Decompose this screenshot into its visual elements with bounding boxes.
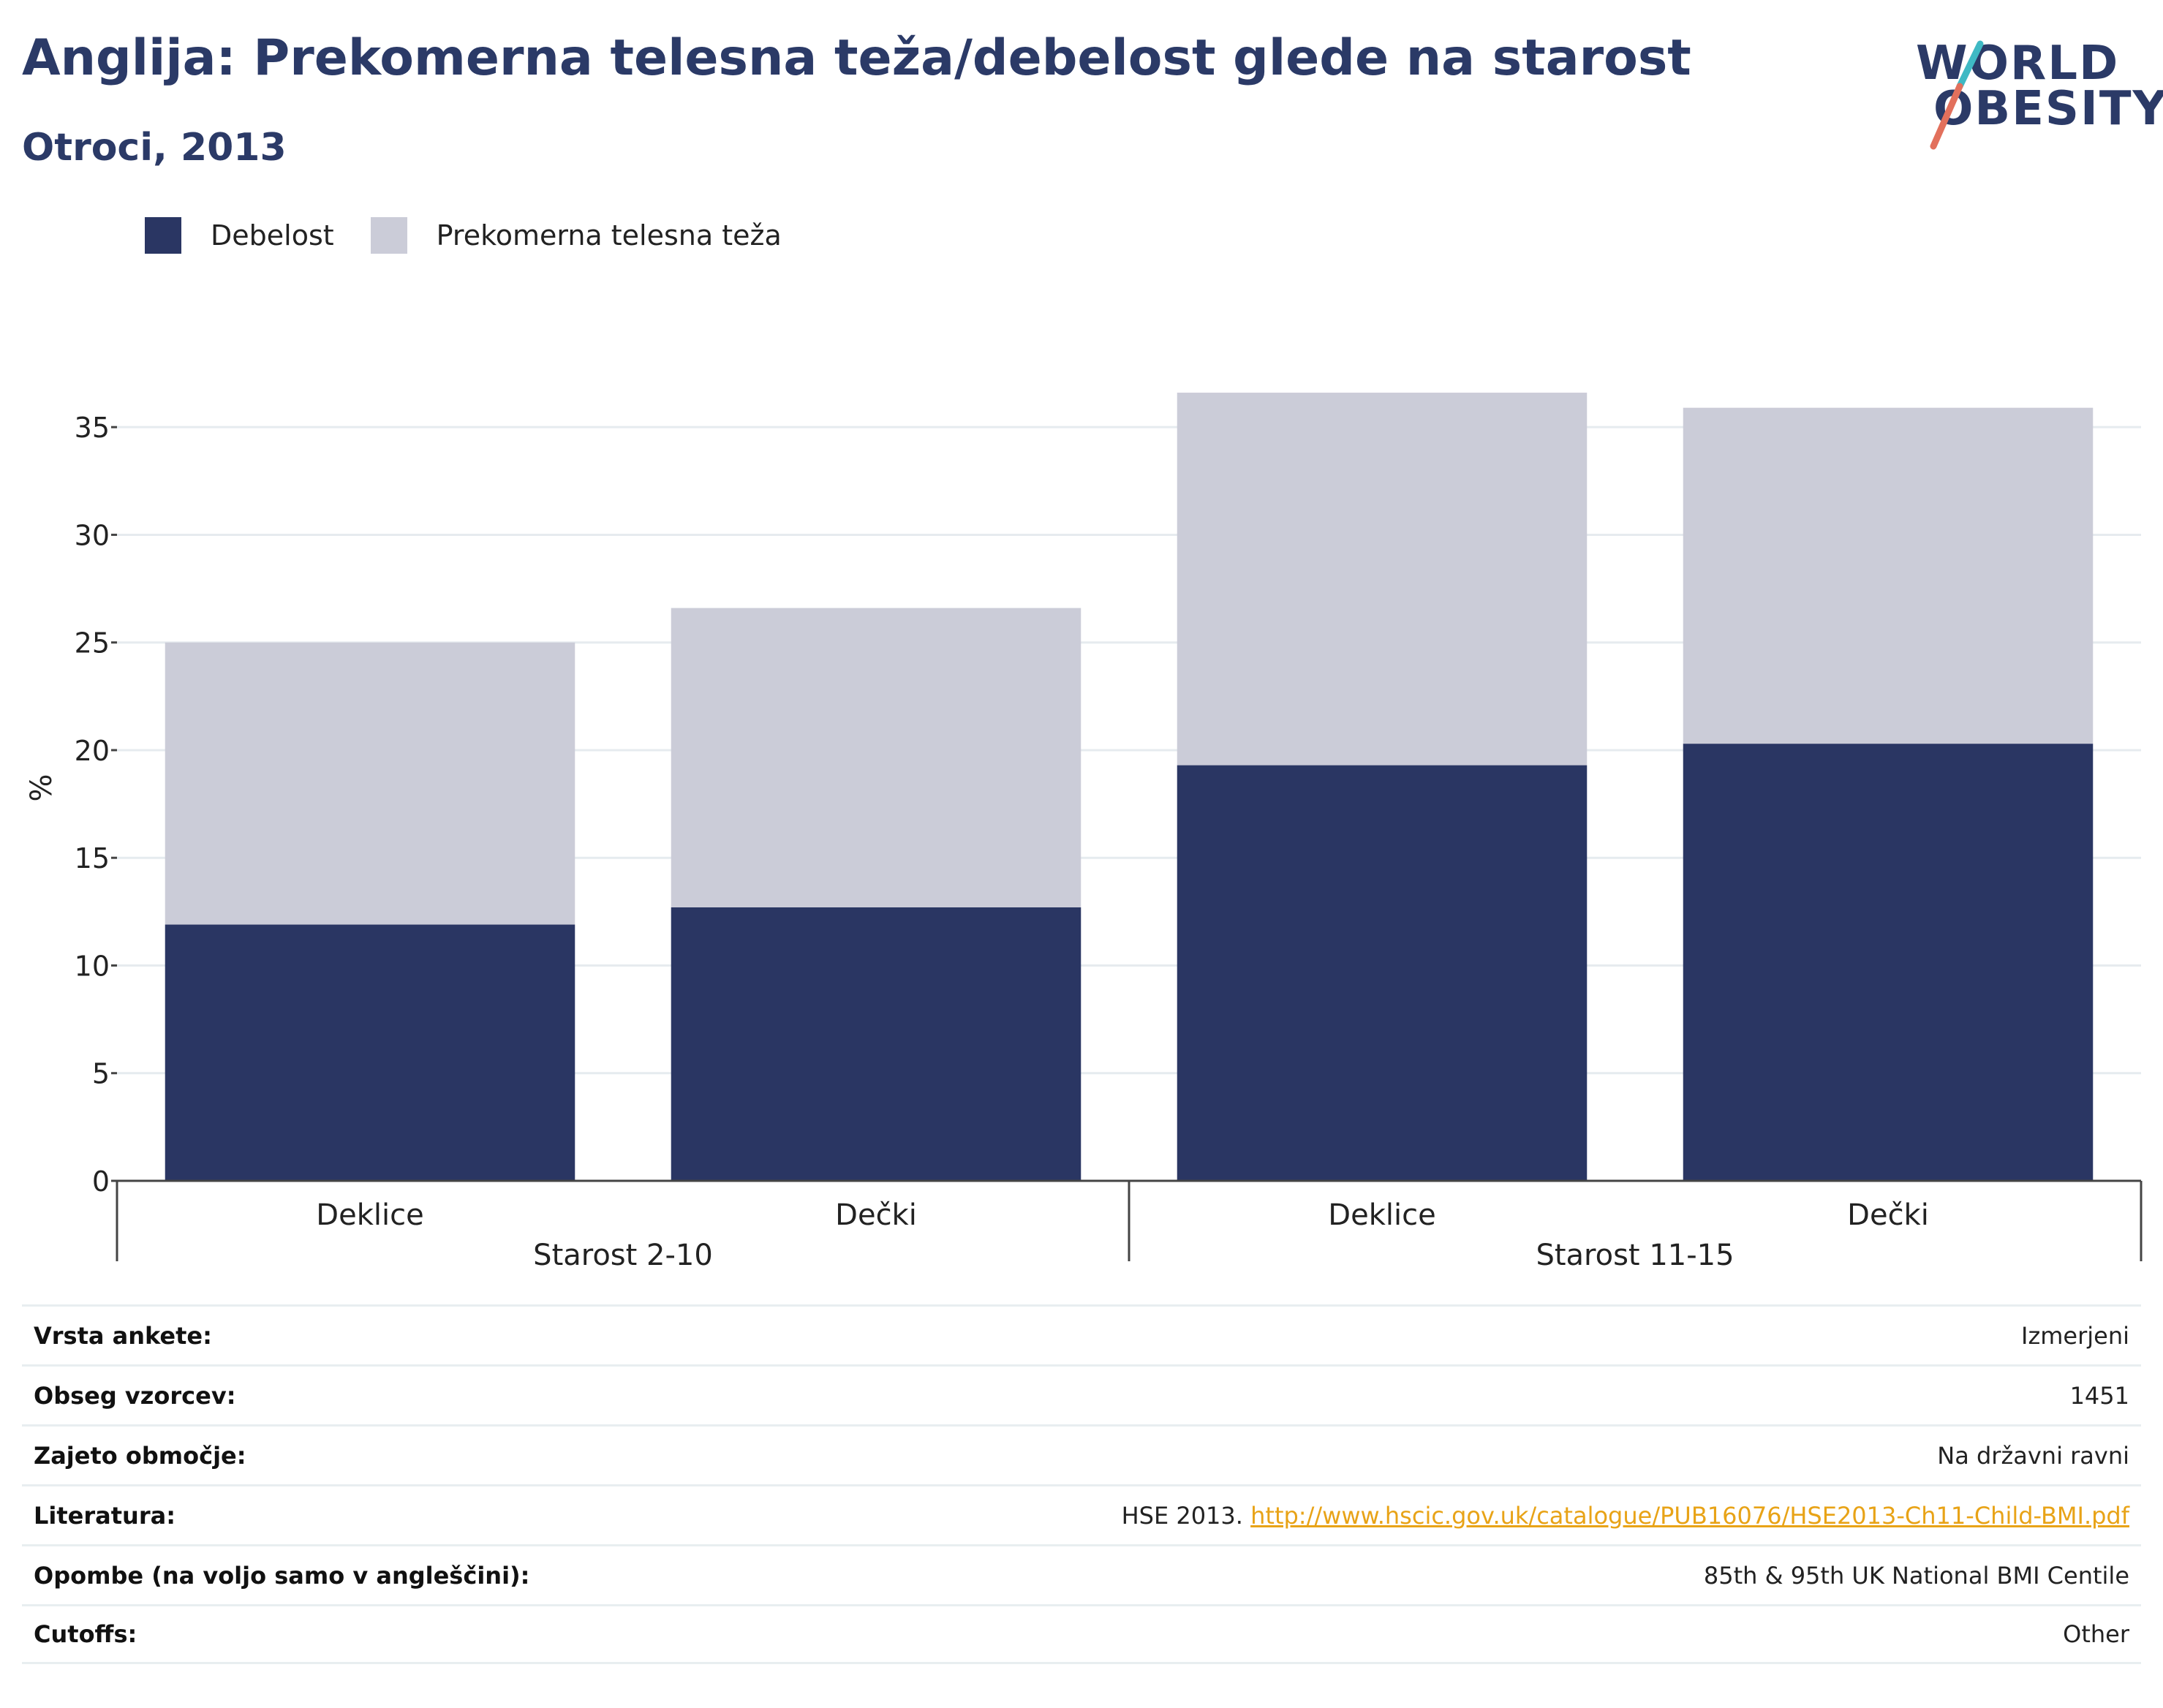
y-tick-label: 5 bbox=[92, 1058, 110, 1090]
x-category-label: Dečki bbox=[1847, 1198, 1929, 1232]
y-tick-label: 25 bbox=[75, 627, 110, 660]
bar-obesity bbox=[671, 907, 1082, 1181]
legend-label-overweight: Prekomerna telesna teža bbox=[436, 219, 782, 252]
info-key: Obseg vzorcev: bbox=[34, 1381, 236, 1410]
world-obesity-logo: WORLD OBESITY bbox=[1901, 29, 2163, 154]
info-value: Izmerjeni bbox=[2021, 1321, 2129, 1350]
logo-slash-icon bbox=[1930, 40, 1984, 150]
x-group-label: Starost 11-15 bbox=[1536, 1239, 1734, 1272]
bar-overweight bbox=[1683, 407, 2094, 744]
bar-obesity bbox=[1683, 744, 2094, 1181]
bar-overweight bbox=[1177, 393, 1588, 766]
y-tick-label: 20 bbox=[75, 735, 110, 767]
x-category-label: Dečki bbox=[835, 1198, 917, 1232]
x-group-label: Starost 2-10 bbox=[533, 1239, 713, 1272]
y-tick-label: 10 bbox=[75, 950, 110, 982]
info-row-references: Literatura: HSE 2013. http://www.hscic.g… bbox=[22, 1484, 2141, 1544]
legend-item-obesity[interactable]: Debelost bbox=[145, 217, 334, 254]
bar-overweight bbox=[671, 608, 1082, 907]
info-key: Cutoffs: bbox=[34, 1620, 137, 1648]
y-tick-label: 0 bbox=[92, 1165, 110, 1198]
chart-title: Anglija: Prekomerna telesna teža/debelos… bbox=[22, 29, 1691, 87]
info-value: Other bbox=[2063, 1620, 2129, 1648]
survey-info-table: Vrsta ankete: Izmerjeni Obseg vzorcev: 1… bbox=[22, 1304, 2141, 1664]
logo-line-2: OBESITY bbox=[1933, 82, 2163, 136]
info-value: HSE 2013. http://www.hscic.gov.uk/catalo… bbox=[1122, 1502, 2129, 1530]
info-row-notes: Opombe (na voljo samo v angleščini): 85t… bbox=[22, 1544, 2141, 1604]
chart-legend: Debelost Prekomerna telesna teža bbox=[145, 216, 818, 254]
chart-subtitle: Otroci, 2013 bbox=[22, 126, 287, 170]
legend-swatch-overweight bbox=[370, 217, 407, 254]
y-tick-label: 35 bbox=[75, 412, 110, 444]
info-row-cutoffs: Cutoffs: Other bbox=[22, 1604, 2141, 1664]
info-key: Zajeto območje: bbox=[34, 1441, 246, 1470]
legend-label-obesity: Debelost bbox=[211, 219, 334, 252]
reference-prefix: HSE 2013. bbox=[1121, 1501, 1251, 1530]
logo-line-1: WORLD bbox=[1916, 37, 2120, 91]
y-tick-label: 15 bbox=[75, 842, 110, 874]
info-key: Literatura: bbox=[34, 1501, 175, 1530]
stacked-bar-chart: 0 5 10 15 20 25 30 35% Deklice Dečki Deklice Dečki S… bbox=[25, 393, 2143, 1272]
info-row-survey-type: Vrsta ankete: Izmerjeni bbox=[22, 1304, 2141, 1364]
bar-overweight bbox=[165, 642, 575, 925]
info-key: Opombe (na voljo samo v angleščini): bbox=[34, 1561, 530, 1590]
info-row-sample-size: Obseg vzorcev: 1451 bbox=[22, 1364, 2141, 1424]
info-value: 1451 bbox=[2069, 1381, 2129, 1410]
info-value: 85th & 95th UK National BMI Centile bbox=[1703, 1561, 2129, 1590]
x-category-label: Deklice bbox=[1328, 1198, 1435, 1232]
x-category-label: Deklice bbox=[316, 1198, 423, 1232]
reference-link[interactable]: http://www.hscic.gov.uk/catalogue/PUB160… bbox=[1250, 1501, 2129, 1530]
info-row-area-covered: Zajeto območje: Na državni ravni bbox=[22, 1424, 2141, 1484]
y-axis-label: % bbox=[25, 774, 58, 801]
info-key: Vrsta ankete: bbox=[34, 1321, 212, 1350]
info-value: Na državni ravni bbox=[1937, 1441, 2129, 1470]
y-tick-label: 30 bbox=[75, 519, 110, 551]
bar-obesity bbox=[165, 924, 575, 1181]
legend-item-overweight[interactable]: Prekomerna telesna teža bbox=[370, 217, 782, 254]
bar-obesity bbox=[1177, 765, 1588, 1181]
legend-swatch-obesity bbox=[145, 217, 181, 254]
